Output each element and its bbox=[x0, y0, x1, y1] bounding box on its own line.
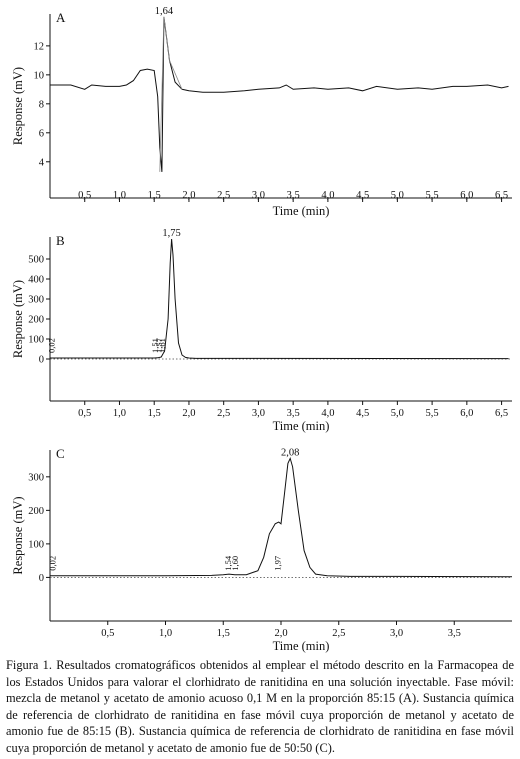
y-tick-label: 300 bbox=[28, 472, 44, 483]
x-tick-label: 6,5 bbox=[495, 408, 508, 419]
y-tick-label: 8 bbox=[39, 99, 44, 110]
x-axis-title: Time (min) bbox=[273, 419, 330, 433]
figure-caption: Figura 1. Resultados cromatográficos obt… bbox=[6, 658, 514, 755]
x-tick-label: 4,5 bbox=[356, 408, 369, 419]
x-tick-label: 2,5 bbox=[217, 408, 230, 419]
peak-time-label: 2,08 bbox=[281, 447, 299, 458]
x-tick-label: 1,0 bbox=[113, 408, 126, 419]
chromatogram-trace bbox=[50, 16, 509, 172]
panel-label: A bbox=[56, 10, 66, 25]
chromatogram-trace bbox=[50, 238, 509, 360]
x-tick-label: 1,5 bbox=[148, 408, 161, 419]
x-tick-label: 1,5 bbox=[148, 190, 161, 201]
x-tick-label: 3,0 bbox=[252, 190, 265, 201]
chart-panel-b: B 0 100 200 300 400 500 0,5 1,0 1,5 2,0 2,5 3,0 3,5 4,… bbox=[11, 228, 512, 433]
x-axis-title: Time (min) bbox=[273, 639, 330, 653]
peak-time-label: 1,61 bbox=[157, 338, 167, 353]
x-tick-label: 6,0 bbox=[460, 190, 473, 201]
x-tick-label: 6,5 bbox=[495, 190, 508, 201]
peak-time-label: 0,02 bbox=[47, 556, 57, 571]
x-tick-label: 4,0 bbox=[321, 190, 334, 201]
chart-panel-c: C 0 100 200 300 0,5 1,0 1,5 2,0 2,5 3,0 3,5 Time (mi… bbox=[11, 446, 513, 653]
x-tick-label: 2,0 bbox=[182, 190, 195, 201]
peak-time-label: 1,75 bbox=[162, 228, 180, 239]
peak-time-label: 1,51 bbox=[150, 338, 160, 353]
peak-time-label: 1,64 bbox=[155, 6, 174, 17]
peak-time-label: 1,60 bbox=[230, 556, 240, 571]
y-tick-label: 300 bbox=[28, 295, 44, 306]
x-tick-label: 2,5 bbox=[332, 628, 345, 639]
x-tick-label: 1,5 bbox=[217, 628, 230, 639]
x-tick-label: 3,5 bbox=[287, 190, 300, 201]
y-tick-label: 100 bbox=[28, 539, 44, 550]
x-tick-label: 5,5 bbox=[426, 190, 439, 201]
x-tick-label: 4,5 bbox=[356, 190, 369, 201]
y-tick-label: 400 bbox=[28, 275, 44, 286]
peak-time-label: 1,97 bbox=[273, 556, 283, 571]
x-tick-label: 5,0 bbox=[391, 190, 404, 201]
y-tick-label: 6 bbox=[39, 128, 44, 139]
x-tick-label: 0,5 bbox=[101, 628, 114, 639]
chart-panel-a: A 4 6 8 10 12 0,5 1,0 1,5 2,0 2,5 3,0 3,5 4,0 4,5 5,0 5,… bbox=[11, 6, 512, 218]
x-tick-label: 5,0 bbox=[391, 408, 404, 419]
x-tick-label: 5,5 bbox=[426, 408, 439, 419]
x-tick-label: 3,0 bbox=[390, 628, 403, 639]
y-tick-label: 100 bbox=[28, 335, 44, 346]
y-tick-label: 0 bbox=[39, 355, 44, 366]
x-tick-label: 1,0 bbox=[113, 190, 126, 201]
peak-time-label: 1,54 bbox=[223, 555, 233, 571]
x-tick-label: 2,0 bbox=[182, 408, 195, 419]
x-tick-label: 0,5 bbox=[78, 408, 91, 419]
x-tick-label: 6,0 bbox=[460, 408, 473, 419]
chromatogram-trace bbox=[50, 456, 513, 578]
y-tick-label: 200 bbox=[28, 315, 44, 326]
x-tick-label: 4,0 bbox=[321, 408, 334, 419]
x-axis-title: Time (min) bbox=[273, 204, 330, 218]
y-axis-title: Response (mV) bbox=[11, 496, 25, 574]
y-tick-label: 12 bbox=[34, 41, 45, 52]
y-axis-title: Response (mV) bbox=[11, 67, 25, 145]
panel-label: B bbox=[56, 233, 65, 248]
x-tick-label: 3,5 bbox=[287, 408, 300, 419]
x-tick-label: 3,0 bbox=[252, 408, 265, 419]
y-tick-label: 0 bbox=[39, 573, 44, 584]
peak-time-label: 1,57 bbox=[154, 338, 164, 353]
panel-label: C bbox=[56, 446, 65, 461]
chromatogram-trace bbox=[159, 16, 183, 172]
y-tick-label: 4 bbox=[39, 157, 45, 168]
x-tick-label: 1,0 bbox=[159, 628, 172, 639]
y-tick-label: 10 bbox=[34, 70, 45, 81]
peak-time-label: 0,02 bbox=[46, 338, 56, 353]
x-tick-label: 2,0 bbox=[274, 628, 287, 639]
x-tick-label: 2,5 bbox=[217, 190, 230, 201]
y-axis-title: Response (mV) bbox=[11, 280, 25, 358]
y-tick-label: 500 bbox=[28, 255, 44, 266]
x-tick-label: 0,5 bbox=[78, 190, 91, 201]
x-tick-label: 3,5 bbox=[448, 628, 461, 639]
y-tick-label: 200 bbox=[28, 506, 44, 517]
